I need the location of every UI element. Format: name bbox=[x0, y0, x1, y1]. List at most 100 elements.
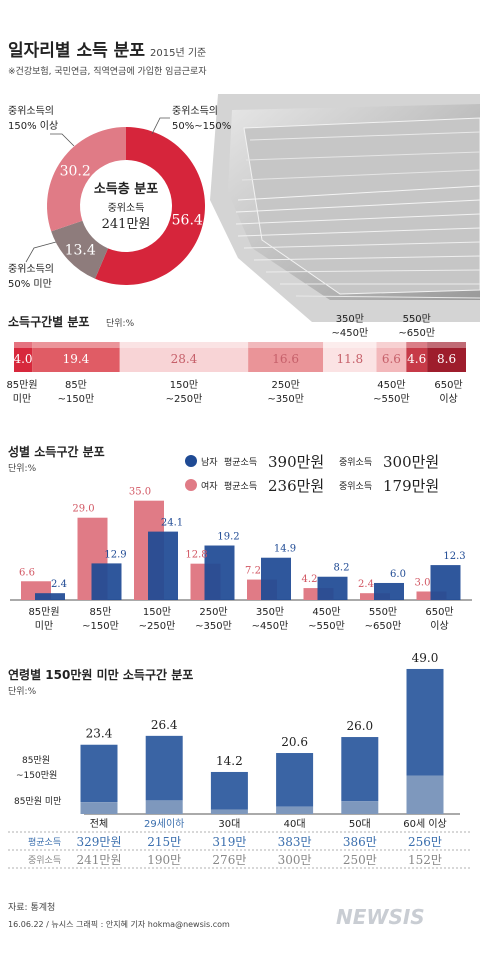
band-category-label: 85만원 bbox=[6, 379, 37, 391]
band-value-label: 28.4 bbox=[171, 352, 198, 366]
age-bar-lower bbox=[210, 809, 248, 814]
band-value-label: 4.0 bbox=[13, 352, 32, 366]
male-value-label: 8.2 bbox=[334, 563, 350, 574]
band-category-label: 미만 bbox=[13, 393, 31, 405]
band-segment bbox=[323, 342, 377, 372]
table-avg-value: 329만원 bbox=[77, 835, 122, 849]
table-med-label: 중위소득 bbox=[28, 855, 61, 866]
legend-male-marker bbox=[185, 455, 197, 467]
male-bar bbox=[317, 576, 348, 600]
female-value-label: 12.8 bbox=[185, 550, 207, 561]
gender-category-label: ~250만 bbox=[139, 620, 176, 632]
male-bar bbox=[261, 557, 291, 600]
donut-label-high-1: 중위소득의 bbox=[8, 104, 54, 117]
band-segment bbox=[119, 342, 249, 372]
donut-center-value: 241만원 bbox=[102, 217, 151, 232]
age-bar-lower bbox=[406, 775, 444, 814]
male-bar bbox=[91, 563, 122, 600]
band-segment-highlight bbox=[119, 342, 249, 348]
donut-value-label: 56.4 bbox=[172, 212, 203, 228]
age-band-upper-1: 85만원 bbox=[22, 755, 50, 766]
age-bar-lower bbox=[276, 806, 314, 814]
male-bar bbox=[430, 565, 461, 600]
bands-unit: 단위:% bbox=[106, 318, 135, 329]
age-bar-lower bbox=[145, 800, 183, 814]
year-note: 2015년 기준 bbox=[150, 47, 206, 59]
gender-category-label: 550만 bbox=[369, 606, 397, 618]
table-med-value: 241만원 bbox=[77, 853, 122, 867]
legend-male-med: 300만원 bbox=[383, 453, 439, 471]
male-value-label: 2.4 bbox=[51, 579, 67, 590]
age-value-label: 26.4 bbox=[151, 718, 178, 732]
male-bar bbox=[374, 582, 404, 600]
male-value-label: 14.9 bbox=[274, 544, 296, 555]
band-category-label: ~250만 bbox=[166, 393, 203, 405]
gender-category-label: ~450만 bbox=[252, 620, 289, 632]
band-value-label: 19.4 bbox=[63, 352, 90, 366]
age-bar-upper bbox=[145, 735, 183, 801]
age-category-label: 30대 bbox=[218, 818, 240, 830]
legend-female-avg-label: 평균소득 bbox=[224, 481, 257, 492]
gender-category-label: 150만 bbox=[143, 606, 171, 618]
age-bar-upper bbox=[80, 744, 118, 803]
gender-category-label: ~150만 bbox=[82, 620, 119, 632]
donut-value-label: 30.2 bbox=[60, 164, 91, 180]
age-value-label: 26.0 bbox=[346, 719, 373, 733]
female-value-label: 2.4 bbox=[358, 579, 374, 590]
female-value-label: 3.0 bbox=[415, 577, 431, 588]
age-value-label: 20.6 bbox=[281, 735, 308, 749]
callout-line-mid bbox=[151, 117, 170, 135]
gender-title: 성별 소득구간 분포 bbox=[8, 444, 105, 459]
female-value-label: 6.6 bbox=[19, 567, 35, 578]
band-category-label: ~150만 bbox=[58, 393, 95, 405]
age-bar-upper bbox=[341, 737, 379, 802]
income-class-donut: 56.4 13.4 30.2 bbox=[47, 127, 205, 285]
legend-male-avg: 390만원 bbox=[268, 453, 324, 471]
band-value-label: 16.6 bbox=[272, 352, 299, 366]
female-value-label: 29.0 bbox=[72, 504, 94, 515]
band-category-label: 550만 bbox=[403, 313, 431, 325]
gender-category-label: 85만원 bbox=[28, 606, 59, 618]
female-value-label: 4.2 bbox=[302, 574, 318, 585]
band-category-label: 250만 bbox=[272, 379, 300, 391]
age-value-label: 14.2 bbox=[216, 754, 243, 768]
band-value-label: 8.6 bbox=[437, 352, 456, 366]
band-value-label: 6.6 bbox=[382, 352, 401, 366]
age-band-upper-2: ~150만원 bbox=[16, 770, 57, 781]
band-segment bbox=[14, 342, 33, 372]
age-category-label: 전체 bbox=[90, 818, 108, 830]
band-category-label: ~350만 bbox=[267, 393, 304, 405]
age-band-lower: 85만원 미만 bbox=[14, 796, 61, 807]
donut-label-mid-1: 중위소득의 bbox=[172, 104, 218, 117]
band-segment bbox=[406, 342, 428, 372]
age-category-label: 40대 bbox=[284, 818, 306, 830]
age-bar-chart: 23.4 전체 26.4 29세이하 14.2 30대 20.6 40대 26.0 50대 49.0… bbox=[80, 651, 460, 830]
gender-category-label: 350만 bbox=[256, 606, 284, 618]
male-value-label: 12.9 bbox=[104, 549, 126, 560]
table-avg-value: 383만 bbox=[278, 835, 312, 849]
source-note: 자료: 통계청 bbox=[8, 901, 55, 913]
band-category-label: 450만 bbox=[377, 379, 405, 391]
band-segment bbox=[32, 342, 120, 372]
band-category-label: 350만 bbox=[336, 313, 364, 325]
donut-hole bbox=[81, 161, 171, 251]
band-segment-highlight bbox=[248, 342, 324, 348]
band-segment bbox=[427, 342, 466, 372]
male-value-label: 19.2 bbox=[217, 532, 239, 543]
legend-male-name: 남자 bbox=[201, 457, 218, 468]
donut-center-title: 소득층 분포 bbox=[94, 181, 158, 197]
coverage-note: ※건강보험, 국민연금, 직역연금에 가입한 임금근로자 bbox=[8, 65, 207, 77]
age-unit: 단위:% bbox=[8, 686, 37, 697]
gender-category-label: 250만 bbox=[199, 606, 227, 618]
band-segment-highlight bbox=[32, 342, 120, 348]
age-category-label: 29세이하 bbox=[144, 817, 184, 830]
male-bar bbox=[148, 531, 178, 600]
band-value-label: 11.8 bbox=[336, 352, 363, 366]
gender-category-label: 450만 bbox=[312, 606, 340, 618]
table-avg-label: 평균소득 bbox=[28, 837, 61, 848]
band-segment bbox=[248, 342, 324, 372]
female-value-label: 35.0 bbox=[129, 487, 151, 498]
